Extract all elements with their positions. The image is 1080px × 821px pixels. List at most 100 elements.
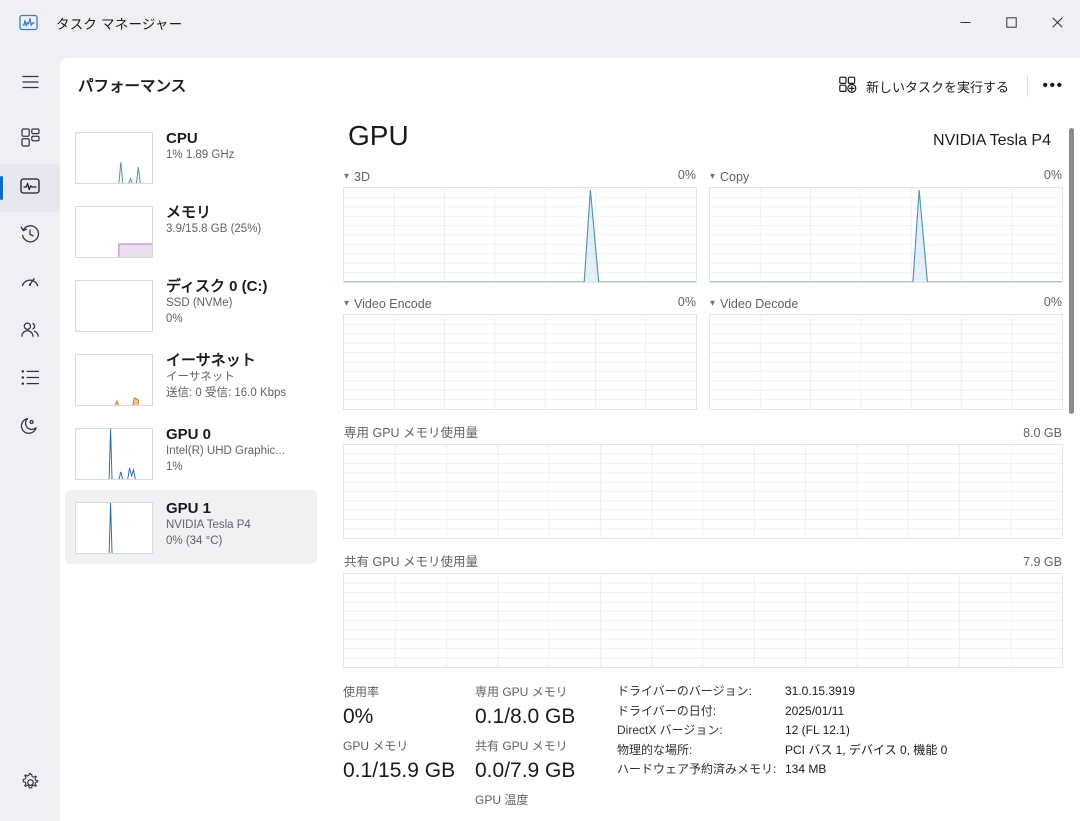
shared-memory-block: 共有 GPU メモリ使用量 7.9 GB — [343, 551, 1063, 668]
info-row-physical-location: 物理的な場所: PCI バス 1, デバイス 0, 機能 0 — [617, 741, 1063, 761]
gpu-memory-label: GPU メモリ — [343, 739, 409, 753]
content-card: パフォーマンス 新しいタスクを実行する — [60, 58, 1080, 821]
info-row-driver-date: ドライバーの日付: 2025/01/11 — [617, 702, 1063, 722]
header-divider — [1027, 75, 1028, 97]
engine-3d-label: 3D — [354, 170, 371, 184]
device-list: CPU 1% 1.89 GHz メモリ 3.9/15.8 GB (25%) — [65, 120, 317, 820]
startup-apps-icon — [20, 272, 40, 297]
sidebar-item-details[interactable] — [0, 356, 60, 404]
new-task-icon — [839, 76, 857, 96]
maximize-button[interactable] — [988, 0, 1034, 45]
engine-row-2: ▾ Video Encode 0% — [343, 295, 1063, 410]
list-item-sub: 3.9/15.8 GB (25%) — [166, 223, 262, 235]
copy-engine-graph — [709, 187, 1063, 283]
engine-copy-label: Copy — [720, 170, 750, 184]
list-item-cpu[interactable]: CPU 1% 1.89 GHz — [65, 120, 317, 194]
info-row-directx-version: DirectX バージョン: 12 (FL 12.1) — [617, 721, 1063, 741]
info-value: 134 MB — [785, 762, 827, 776]
services-icon — [20, 416, 40, 441]
info-key: ドライバーの日付: — [617, 703, 717, 718]
list-item-sub-2: 0% — [166, 312, 183, 325]
memory-thumbnail — [75, 206, 153, 258]
list-item-ethernet[interactable]: イーサネット イーサネット 送信: 0 受信: 16.0 Kbps — [65, 342, 317, 416]
stats-column-2: 専用 GPU メモリ 0.1/8.0 GB 共有 GPU メモリ 0.0/7.9… — [475, 682, 607, 810]
list-item-title: イーサネット — [166, 352, 256, 369]
sidebar-item-services[interactable] — [0, 404, 60, 452]
dedicated-memory-block: 専用 GPU メモリ使用量 8.0 GB — [343, 422, 1063, 539]
list-item-title: ディスク 0 (C:) — [166, 278, 268, 295]
info-row-hardware-reserved-memory: ハードウェア予約済みメモリ: 134 MB — [617, 760, 1063, 780]
panel-copy: ▾ Copy 0% — [709, 168, 1063, 283]
list-item-sub: Intel(R) UHD Graphic... — [166, 445, 285, 457]
info-key: 物理的な場所: — [617, 742, 693, 757]
info-key: ハードウェア予約済みメモリ: — [617, 762, 777, 776]
vertical-scrollbar[interactable] — [1064, 120, 1078, 820]
dedicated-memory-stat-value: 0.1/8.0 GB — [475, 705, 576, 728]
info-value: 31.0.15.3919 — [785, 684, 856, 698]
info-key: DirectX バージョン: — [617, 723, 723, 737]
header-actions: 新しいタスクを実行する ••• — [829, 70, 1070, 102]
list-item-title: GPU 1 — [166, 500, 212, 517]
settings-button[interactable] — [0, 761, 60, 809]
shared-memory-stat-label: 共有 GPU メモリ — [475, 739, 568, 753]
list-item-gpu-1[interactable]: GPU 1 NVIDIA Tesla P4 0% (34 °C) — [65, 490, 317, 564]
engine-row-1: ▾ 3D 0% — [343, 168, 1063, 283]
stats-column-1: 使用率 0% GPU メモリ 0.1/15.9 GB — [343, 682, 475, 810]
panel-video-decode: ▾ Video Decode 0% — [709, 295, 1063, 410]
gpu-temperature-label: GPU 温度 — [475, 793, 529, 807]
gpu-stats: 使用率 0% GPU メモリ 0.1/15.9 GB 専用 GPU メモリ 0.… — [343, 682, 1063, 810]
gpu1-thumbnail — [75, 502, 153, 554]
scrollbar-thumb[interactable] — [1069, 128, 1074, 414]
close-button[interactable] — [1034, 0, 1080, 45]
gpu0-text: GPU 0 Intel(R) UHD Graphic... 1% — [166, 422, 285, 475]
sidebar-item-performance[interactable] — [0, 164, 60, 212]
panel-3d-header: ▾ 3D 0% — [343, 168, 697, 187]
cpu-thumbnail — [75, 132, 153, 184]
chevron-down-icon[interactable]: ▾ — [710, 298, 716, 309]
shared-memory-header: 共有 GPU メモリ使用量 7.9 GB — [343, 551, 1063, 573]
list-item-gpu-0[interactable]: GPU 0 Intel(R) UHD Graphic... 1% — [65, 416, 317, 490]
engine-video-encode-label: Video Encode — [354, 297, 432, 311]
title-bar: タスク マネージャー — [0, 0, 1080, 45]
panel-video-encode-header: ▾ Video Encode 0% — [343, 295, 697, 314]
chevron-down-icon[interactable]: ▾ — [710, 171, 716, 182]
sidebar-item-startup-apps[interactable] — [0, 260, 60, 308]
chevron-down-icon[interactable]: ▾ — [344, 171, 350, 182]
info-key: ドライバーのバージョン: — [617, 684, 752, 698]
engine-video-encode-value: 0% — [677, 295, 696, 309]
sidebar-item-users[interactable] — [0, 308, 60, 356]
list-item-disk-0[interactable]: ディスク 0 (C:) SSD (NVMe) 0% — [65, 268, 317, 342]
chevron-down-icon[interactable]: ▾ — [344, 298, 350, 309]
run-new-task-button[interactable]: 新しいタスクを実行する — [829, 70, 1019, 102]
sidebar-item-processes[interactable] — [0, 116, 60, 164]
menu-icon[interactable] — [0, 58, 60, 106]
info-value: 12 (FL 12.1) — [785, 723, 850, 737]
gpu-detail-pane: GPU NVIDIA Tesla P4 ▾ 3D 0% — [343, 120, 1063, 820]
minimize-button[interactable] — [942, 0, 988, 45]
users-icon — [20, 320, 40, 345]
task-manager-icon — [18, 13, 38, 33]
list-item-sub: SSD (NVMe) — [166, 297, 233, 309]
list-item-sub-2: 1% — [166, 460, 183, 473]
page-title: パフォーマンス — [78, 78, 187, 95]
card-header: パフォーマンス 新しいタスクを実行する — [60, 58, 1080, 116]
3d-engine-graph — [343, 187, 697, 283]
dedicated-memory-max: 8.0 GB — [1023, 426, 1062, 440]
sidebar-item-app-history[interactable] — [0, 212, 60, 260]
list-item-memory[interactable]: メモリ 3.9/15.8 GB (25%) — [65, 194, 317, 268]
dedicated-memory-label: 専用 GPU メモリ使用量 — [344, 426, 479, 440]
utilization-label: 使用率 — [343, 685, 380, 699]
shared-memory-label: 共有 GPU メモリ使用量 — [344, 555, 479, 569]
more-options-button[interactable]: ••• — [1042, 77, 1064, 94]
info-value: PCI バス 1, デバイス 0, 機能 0 — [785, 742, 948, 757]
shared-gpu-memory-graph — [343, 573, 1063, 668]
performance-icon — [20, 176, 40, 201]
memory-text: メモリ 3.9/15.8 GB (25%) — [166, 200, 261, 238]
list-item-sub: NVIDIA Tesla P4 — [166, 519, 251, 531]
gpu-model-name: NVIDIA Tesla P4 — [933, 132, 1051, 149]
app-history-icon — [20, 224, 40, 249]
processes-icon — [20, 128, 40, 152]
engine-copy-value: 0% — [1043, 168, 1062, 182]
shared-memory-stat-value: 0.0/7.9 GB — [475, 759, 576, 782]
